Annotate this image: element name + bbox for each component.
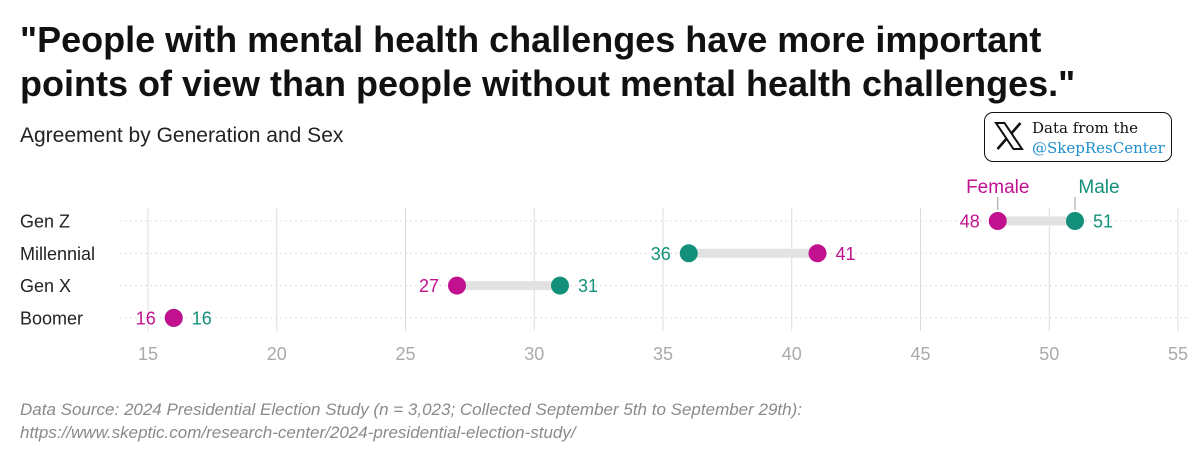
x-tick-label: 45	[910, 344, 930, 364]
male-value-label: 51	[1093, 212, 1113, 232]
x-tick-label: 15	[138, 344, 158, 364]
chart-title-line-1: "People with mental health challenges ha…	[20, 19, 1042, 60]
category-label: Gen Z	[20, 212, 70, 232]
x-tick-label: 35	[653, 344, 673, 364]
data-source-note: Data Source: 2024 Presidential Election …	[20, 398, 1180, 444]
x-logo-icon	[994, 122, 1024, 150]
x-tick-label: 55	[1168, 344, 1188, 364]
x-tick-label: 20	[267, 344, 287, 364]
x-tick-label: 30	[524, 344, 544, 364]
female-value-label: 27	[419, 276, 439, 296]
female-dot	[164, 308, 183, 327]
badge-handle: @SkepResCenter	[1032, 139, 1165, 157]
category-label: Gen X	[20, 276, 71, 296]
male-value-label: 16	[192, 308, 212, 328]
male-series-label: Male	[1078, 177, 1119, 198]
female-dot	[448, 276, 466, 295]
badge-text-line-1: Data from the	[1032, 119, 1139, 137]
female-dot	[988, 212, 1007, 230]
category-label: Millennial	[20, 244, 95, 264]
chart-subtitle: Agreement by Generation and Sex	[20, 124, 344, 147]
female-value-label: 16	[136, 308, 156, 328]
x-tick-label: 25	[395, 344, 415, 364]
chart-title: "People with mental health challenges ha…	[20, 18, 1180, 106]
chart-title-line-2: points of view than people without menta…	[20, 63, 1076, 104]
female-value-label: 41	[836, 244, 856, 264]
male-dot	[679, 244, 698, 263]
male-dot	[551, 276, 569, 295]
data-source-line-1: Data Source: 2024 Presidential Election …	[20, 400, 802, 419]
data-source-url: https://www.skeptic.com/research-center/…	[20, 423, 576, 442]
male-dot	[1066, 212, 1084, 230]
data-source-badge: Data from the @SkepResCenter	[984, 112, 1172, 162]
category-label: Boomer	[20, 308, 83, 328]
female-series-label: Female	[966, 177, 1029, 198]
male-value-label: 36	[651, 244, 671, 264]
female-dot	[808, 244, 827, 263]
x-tick-label: 40	[782, 344, 802, 364]
male-value-label: 31	[578, 276, 598, 296]
female-value-label: 48	[960, 212, 980, 232]
x-tick-label: 50	[1039, 344, 1059, 364]
